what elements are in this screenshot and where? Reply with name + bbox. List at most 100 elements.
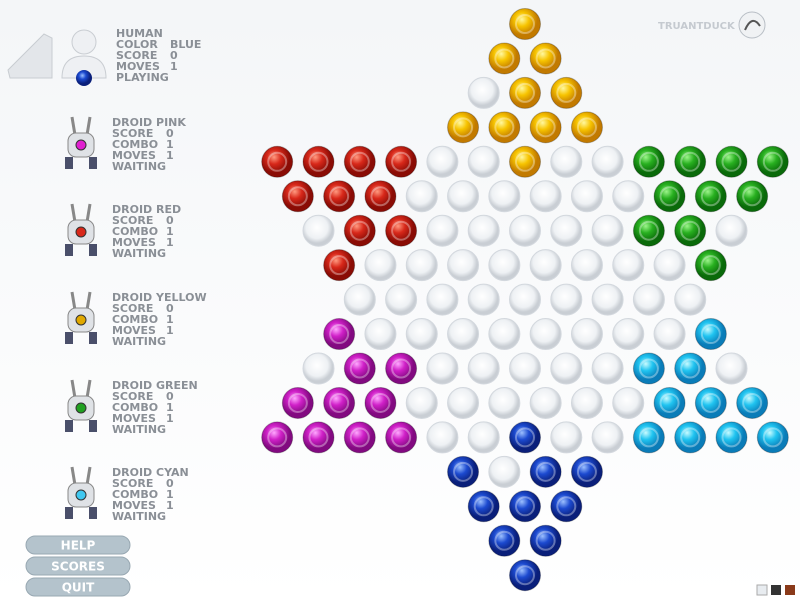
marble[interactable] <box>632 214 665 247</box>
marble[interactable] <box>467 490 500 523</box>
marble[interactable] <box>529 111 562 144</box>
empty-hole[interactable] <box>467 214 500 247</box>
marble[interactable] <box>385 352 418 385</box>
marble[interactable] <box>385 214 418 247</box>
menu-button[interactable]: QUIT <box>25 577 131 597</box>
empty-hole[interactable] <box>488 180 521 213</box>
back-button[interactable] <box>7 33 53 79</box>
marble[interactable] <box>756 421 789 454</box>
marble[interactable] <box>756 145 789 178</box>
empty-hole[interactable] <box>715 352 748 385</box>
empty-hole[interactable] <box>488 249 521 282</box>
empty-hole[interactable] <box>426 214 459 247</box>
marble[interactable] <box>488 524 521 557</box>
marble[interactable] <box>694 180 727 213</box>
empty-hole[interactable] <box>467 283 500 316</box>
marble[interactable] <box>529 42 562 75</box>
empty-hole[interactable] <box>570 318 603 351</box>
empty-hole[interactable] <box>674 283 707 316</box>
marble[interactable] <box>632 145 665 178</box>
empty-hole[interactable] <box>570 386 603 419</box>
empty-hole[interactable] <box>509 214 541 247</box>
empty-hole[interactable] <box>612 318 645 351</box>
empty-hole[interactable] <box>591 214 624 247</box>
menu-button[interactable]: SCORES <box>25 556 131 576</box>
marble[interactable] <box>488 42 521 75</box>
empty-hole[interactable] <box>426 145 459 178</box>
empty-hole[interactable] <box>343 283 376 316</box>
empty-hole[interactable] <box>447 180 480 213</box>
empty-hole[interactable] <box>591 352 624 385</box>
marble[interactable] <box>343 352 376 385</box>
empty-hole[interactable] <box>509 283 541 316</box>
marble[interactable] <box>674 352 707 385</box>
empty-hole[interactable] <box>550 283 583 316</box>
marble[interactable] <box>447 111 480 144</box>
empty-hole[interactable] <box>550 421 583 454</box>
empty-hole[interactable] <box>364 318 397 351</box>
marble[interactable] <box>385 421 418 454</box>
empty-hole[interactable] <box>467 352 500 385</box>
marble[interactable] <box>653 386 686 419</box>
marble[interactable] <box>281 180 314 213</box>
empty-hole[interactable] <box>550 352 583 385</box>
empty-hole[interactable] <box>447 386 480 419</box>
empty-hole[interactable] <box>426 283 459 316</box>
marble[interactable] <box>674 421 707 454</box>
marble[interactable] <box>509 559 541 592</box>
marble[interactable] <box>509 8 541 40</box>
marble[interactable] <box>261 421 294 454</box>
empty-hole[interactable] <box>550 214 583 247</box>
empty-hole[interactable] <box>612 249 645 282</box>
empty-hole[interactable] <box>405 318 438 351</box>
marble[interactable] <box>281 386 314 419</box>
empty-hole[interactable] <box>405 180 438 213</box>
empty-hole[interactable] <box>591 145 624 178</box>
marble[interactable] <box>302 421 335 454</box>
empty-hole[interactable] <box>632 283 665 316</box>
empty-hole[interactable] <box>612 180 645 213</box>
empty-hole[interactable] <box>426 352 459 385</box>
marble[interactable] <box>550 490 583 523</box>
marble[interactable] <box>323 249 356 282</box>
marble[interactable] <box>653 180 686 213</box>
marble[interactable] <box>488 111 521 144</box>
marble[interactable] <box>261 145 294 178</box>
marble[interactable] <box>343 421 376 454</box>
empty-hole[interactable] <box>529 249 562 282</box>
empty-hole[interactable] <box>488 318 521 351</box>
empty-hole[interactable] <box>591 421 624 454</box>
empty-hole[interactable] <box>488 455 521 488</box>
marble[interactable] <box>715 421 748 454</box>
empty-hole[interactable] <box>405 386 438 419</box>
marble[interactable] <box>570 111 603 144</box>
marble[interactable] <box>343 214 376 247</box>
marble[interactable] <box>447 455 480 488</box>
empty-hole[interactable] <box>467 145 500 178</box>
empty-hole[interactable] <box>302 352 335 385</box>
empty-hole[interactable] <box>653 249 686 282</box>
empty-hole[interactable] <box>529 386 562 419</box>
color-swatches[interactable] <box>756 584 795 596</box>
marble[interactable] <box>323 180 356 213</box>
empty-hole[interactable] <box>509 352 541 385</box>
marble[interactable] <box>632 352 665 385</box>
marble[interactable] <box>323 318 356 351</box>
empty-hole[interactable] <box>715 214 748 247</box>
empty-hole[interactable] <box>447 249 480 282</box>
empty-hole[interactable] <box>467 421 500 454</box>
empty-hole[interactable] <box>364 249 397 282</box>
marble[interactable] <box>694 318 727 351</box>
empty-hole[interactable] <box>302 214 335 247</box>
marble[interactable] <box>550 76 583 109</box>
marble[interactable] <box>529 524 562 557</box>
empty-hole[interactable] <box>570 180 603 213</box>
marble[interactable] <box>674 145 707 178</box>
marble[interactable] <box>736 180 769 213</box>
empty-hole[interactable] <box>570 249 603 282</box>
menu-button[interactable]: HELP <box>25 535 131 555</box>
empty-hole[interactable] <box>488 386 521 419</box>
marble[interactable] <box>674 214 707 247</box>
marble[interactable] <box>343 145 376 178</box>
empty-hole[interactable] <box>653 318 686 351</box>
